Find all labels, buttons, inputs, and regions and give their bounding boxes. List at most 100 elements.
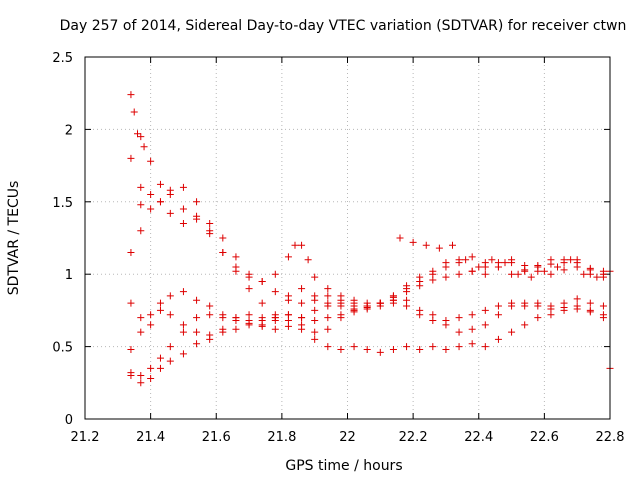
data-point	[206, 331, 214, 339]
data-point	[586, 270, 594, 278]
grid-lines	[85, 57, 610, 419]
data-point	[560, 256, 568, 264]
data-point	[455, 343, 463, 351]
data-point	[166, 209, 174, 217]
data-point	[193, 296, 201, 304]
data-point	[468, 311, 476, 319]
data-point	[291, 241, 299, 249]
data-point	[137, 328, 145, 336]
data-series	[127, 91, 607, 325]
data-point	[337, 345, 345, 353]
data-point	[311, 335, 319, 343]
data-point	[586, 299, 594, 307]
data-point	[156, 306, 164, 314]
data-point	[554, 263, 561, 271]
data-point	[311, 292, 319, 300]
data-series	[127, 183, 614, 307]
data-point	[527, 273, 535, 281]
y-axis-label: SDTVAR / TECUs	[6, 181, 22, 296]
data-point	[449, 241, 456, 249]
x-tick-label: 21.8	[267, 430, 296, 445]
data-point	[442, 345, 450, 353]
data-point	[501, 259, 509, 267]
data-point	[311, 317, 319, 325]
data-point	[534, 302, 542, 310]
data-point	[134, 130, 141, 138]
data-point	[494, 335, 502, 343]
data-point	[245, 311, 253, 319]
data-point	[442, 321, 450, 329]
data-point	[435, 244, 443, 252]
y-tick-label: 0	[65, 413, 73, 428]
data-point	[350, 308, 358, 316]
data-point	[376, 299, 384, 307]
data-point	[521, 299, 529, 307]
data-point	[271, 325, 279, 333]
data-point	[304, 256, 312, 264]
y-tick-label: 0.5	[52, 341, 73, 356]
x-tick-label: 21.6	[202, 430, 231, 445]
axis-ticks: 21.2 21.4 21.6 21.8 22 22.2 22.4 22.6 22.8 0 0.5 1 1…	[52, 51, 624, 445]
data-point	[337, 292, 345, 300]
data-point	[508, 302, 516, 310]
data-point	[245, 285, 253, 293]
data-point	[599, 314, 607, 322]
data-point	[284, 322, 292, 330]
data-point	[179, 183, 187, 191]
data-point	[403, 288, 411, 296]
data-point	[429, 343, 437, 351]
data-point	[137, 133, 145, 141]
data-point	[298, 299, 306, 307]
data-series	[127, 285, 607, 329]
data-point	[508, 270, 516, 278]
data-point	[547, 270, 555, 278]
data-point	[599, 302, 607, 310]
data-point	[508, 256, 516, 264]
data-point	[540, 267, 548, 275]
data-point	[416, 273, 424, 281]
data-point	[593, 273, 601, 281]
data-point	[156, 180, 164, 188]
data-point	[389, 345, 397, 353]
data-point	[580, 270, 588, 278]
data-point	[416, 345, 424, 353]
y-tick-label: 1.5	[52, 196, 73, 211]
data-point	[271, 270, 279, 278]
data-point	[468, 267, 476, 275]
data-point	[166, 311, 174, 319]
data-point	[488, 256, 496, 264]
data-point	[455, 270, 463, 278]
x-axis-label: GPS time / hours	[285, 458, 402, 474]
data-point	[337, 314, 345, 322]
data-point	[547, 260, 555, 268]
data-point	[271, 288, 279, 296]
data-point	[403, 343, 411, 351]
data-point	[284, 253, 292, 261]
data-point	[258, 299, 266, 307]
data-point	[416, 282, 424, 290]
data-point	[258, 322, 266, 330]
data-point	[337, 302, 345, 310]
data-point	[193, 212, 201, 220]
data-point	[147, 374, 155, 382]
data-point	[156, 354, 164, 362]
data-point	[429, 267, 437, 275]
data-series	[127, 302, 607, 387]
data-point	[376, 348, 384, 356]
data-point	[396, 234, 404, 242]
data-point	[147, 191, 155, 199]
data-point	[179, 328, 187, 336]
data-point	[127, 299, 135, 307]
data-point	[494, 302, 502, 310]
x-tick-label: 21.4	[136, 430, 165, 445]
x-tick-label: 22.2	[399, 430, 428, 445]
data-point	[206, 227, 214, 235]
data-point	[324, 299, 332, 307]
data-point	[137, 201, 145, 209]
data-point	[324, 343, 332, 351]
data-point	[324, 314, 332, 322]
data-point	[166, 357, 174, 365]
data-point	[156, 299, 164, 307]
data-point	[156, 364, 164, 372]
data-point	[363, 302, 371, 310]
